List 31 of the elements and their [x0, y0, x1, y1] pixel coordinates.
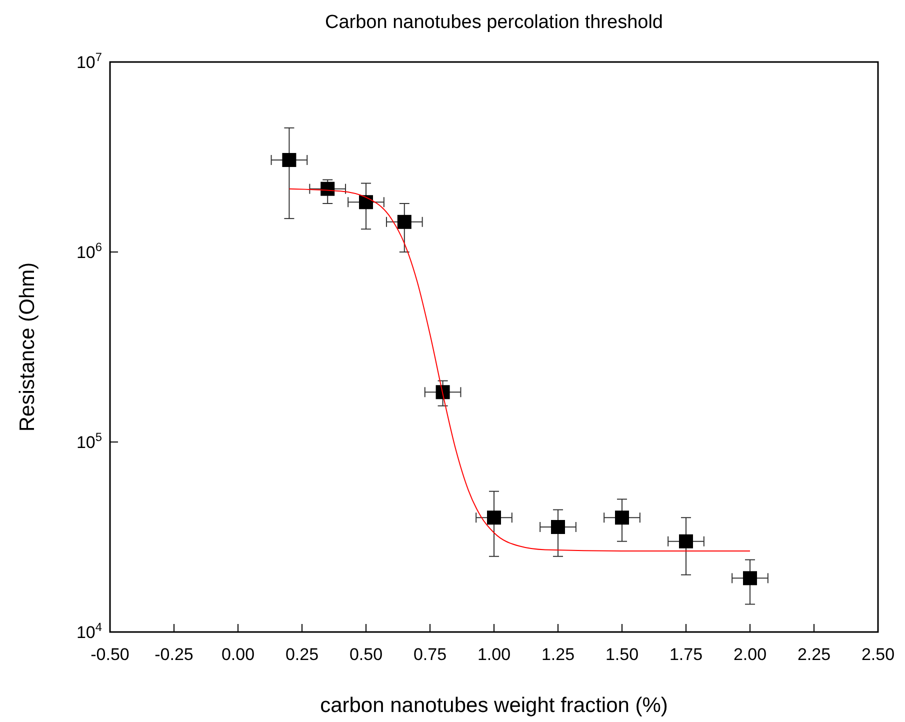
x-axis-title: carbon nanotubes weight fraction (%)	[320, 694, 668, 717]
x-tick-label: 1.75	[669, 645, 703, 664]
x-tick-label: 0.50	[349, 645, 383, 664]
x-tick-label: -0.50	[90, 645, 130, 664]
x-tick-label: 0.75	[413, 645, 447, 664]
x-tick-label: 0.25	[285, 645, 319, 664]
y-tick-label: 10$^{5}$	[76, 430, 102, 452]
point	[320, 182, 335, 196]
point	[436, 385, 450, 400]
point	[359, 195, 373, 210]
y-tick-label: 10$^{6}$	[76, 240, 102, 262]
line-series	[288, 188, 750, 552]
point	[487, 510, 501, 525]
point	[551, 520, 565, 534]
x-tick-label: 2.00	[733, 645, 767, 664]
y-tick-label: 10$^{4}$	[76, 620, 102, 642]
x-tick-label: 2.50	[861, 645, 895, 664]
x-tick-label: 0.00	[221, 645, 255, 664]
x-tick-label: 1.25	[541, 645, 575, 664]
x-tick-label: 1.50	[605, 645, 639, 664]
point	[397, 214, 412, 229]
x-tick-label: 2.25	[797, 645, 831, 664]
chart-title: Carbon nanotubes percolation threshold	[324, 12, 664, 33]
x-tick-label: 1.00	[477, 645, 511, 664]
point	[679, 534, 693, 548]
point	[282, 152, 296, 167]
point	[615, 510, 629, 525]
x-tick-label: -0.25	[154, 645, 194, 664]
y-tick-label: 10$^{7}$	[76, 50, 102, 72]
y-axis-title: Resistance (Ohm)	[16, 262, 39, 432]
point	[743, 571, 757, 586]
